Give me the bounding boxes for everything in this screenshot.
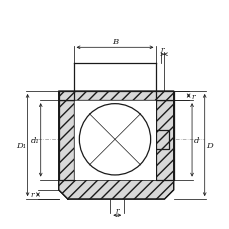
Circle shape xyxy=(79,104,150,175)
Text: r: r xyxy=(160,46,164,54)
Text: d: d xyxy=(193,136,199,144)
Bar xyxy=(73,101,156,180)
Text: d₁: d₁ xyxy=(31,136,40,144)
Text: r: r xyxy=(30,191,34,199)
Bar xyxy=(58,101,73,180)
Bar xyxy=(58,92,173,101)
Text: D₁: D₁ xyxy=(16,142,27,149)
Bar xyxy=(156,131,168,149)
Bar xyxy=(156,101,173,180)
Text: B: B xyxy=(112,38,117,46)
Text: r: r xyxy=(115,206,119,214)
Text: r: r xyxy=(191,92,195,100)
Polygon shape xyxy=(58,180,173,199)
Text: D: D xyxy=(205,142,212,149)
